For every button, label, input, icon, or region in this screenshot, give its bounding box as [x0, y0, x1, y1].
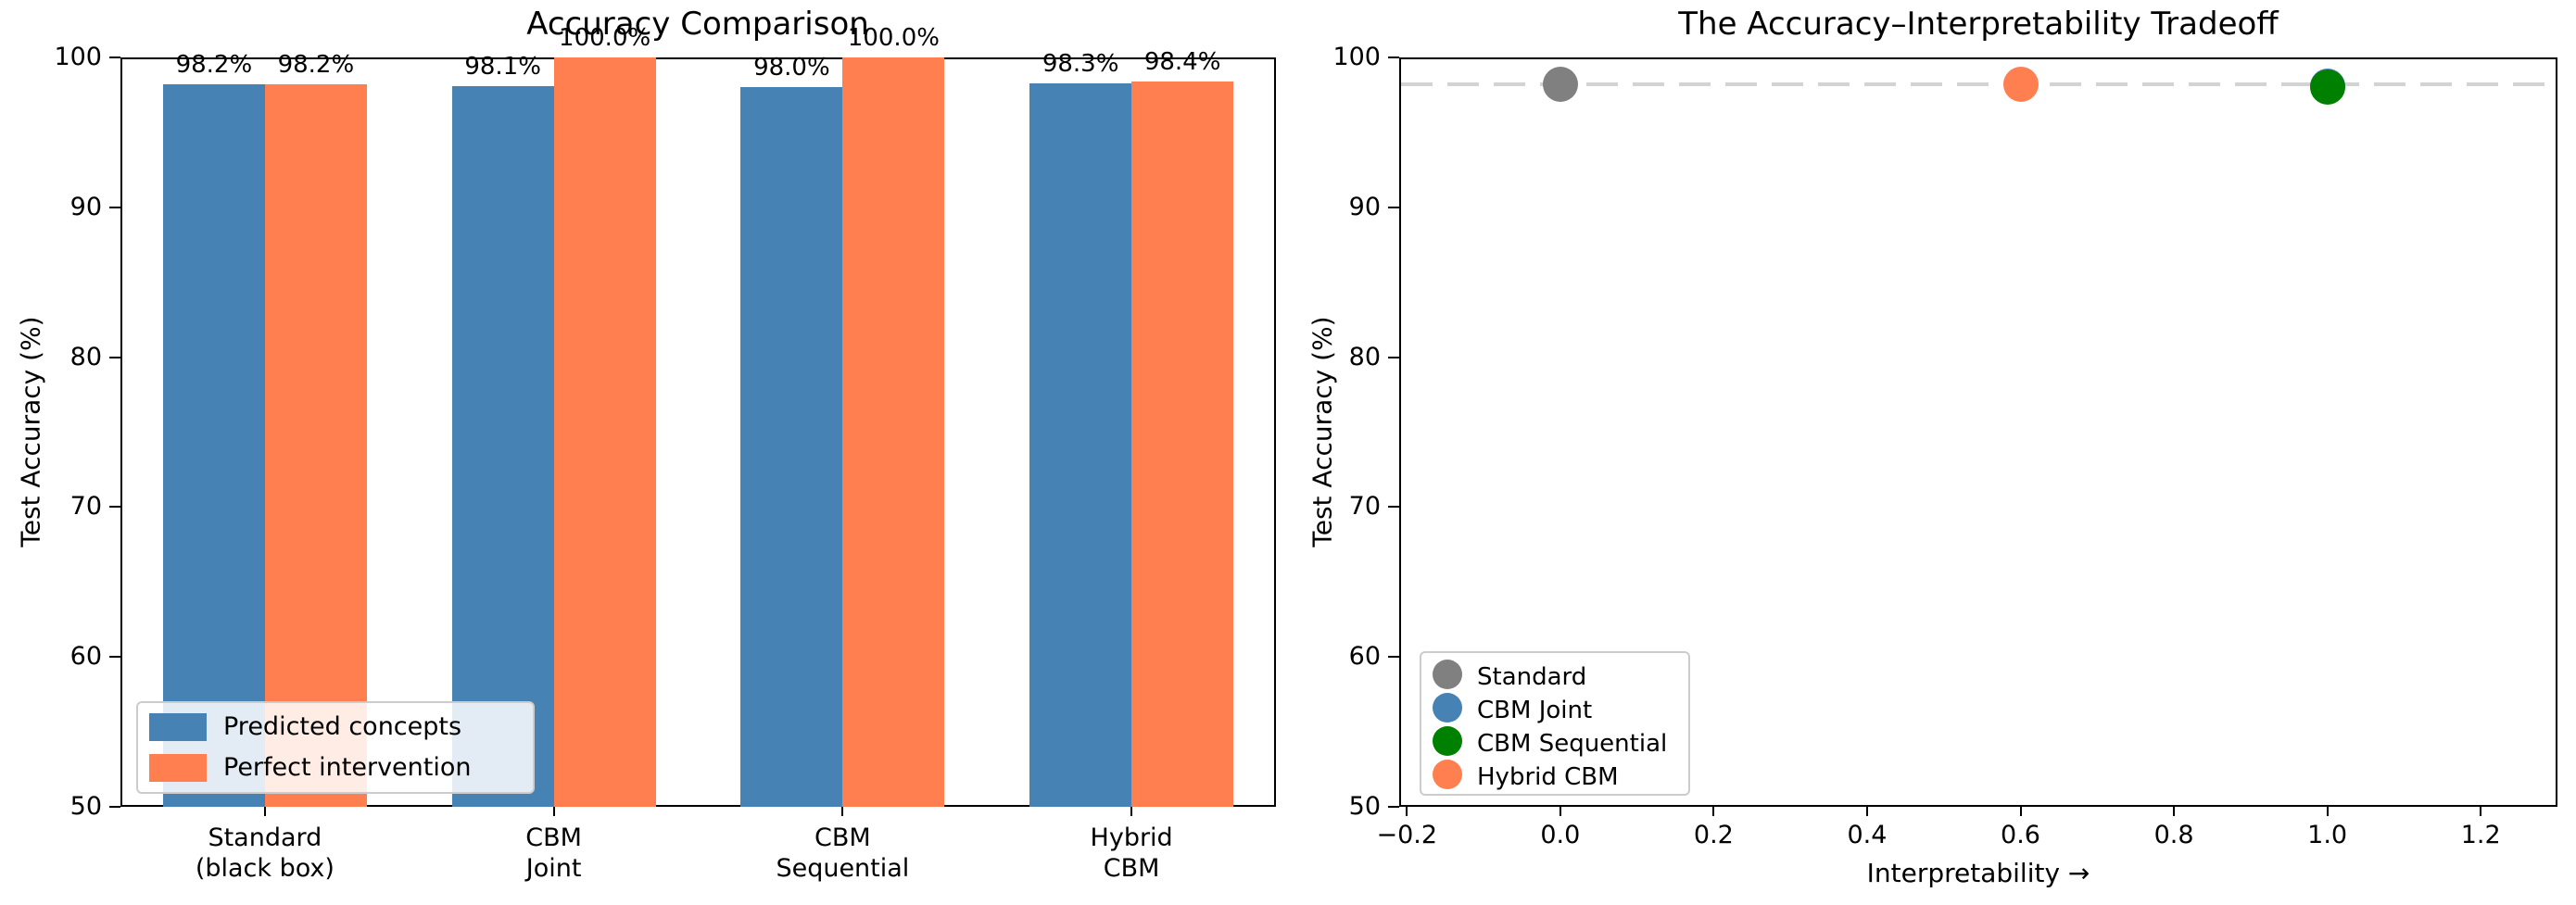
bar-value-label: 98.3%	[1042, 49, 1119, 78]
scatter-x-tick-mark	[1865, 807, 1868, 816]
scatter-x-tick-label: −0.2	[1376, 821, 1438, 849]
scatter-x-tick-label: 1.2	[2460, 821, 2501, 849]
reference-dashed-line	[1401, 82, 2556, 87]
bar-y-tick-mark	[109, 656, 120, 659]
scatter-y-tick-label: 90	[1348, 192, 1381, 221]
bar-y-tick-mark	[109, 206, 120, 208]
bar-y-tick-mark	[109, 356, 120, 358]
scatter-x-tick-label: 0.0	[1540, 821, 1581, 849]
bar-perfect-intervention	[553, 57, 656, 807]
scatter-y-tick-label: 50	[1348, 792, 1381, 821]
scatter-x-tick-mark	[1406, 807, 1408, 816]
bar-perfect-intervention	[264, 84, 367, 807]
bar-x-tick-mark	[1130, 807, 1133, 816]
scatter-y-tick-mark	[1388, 57, 1399, 58]
scatter-x-tick-mark	[2326, 807, 2329, 816]
scatter-legend-marker-standard	[1433, 660, 1462, 689]
scatter-y-tick-label: 80	[1348, 342, 1381, 371]
bar-y-tick-mark	[109, 806, 120, 808]
bar-y-tick-label: 70	[69, 492, 102, 522]
scatter-chart-xlabel: Interpretability →	[1866, 858, 2090, 888]
point-cbm-sequential	[2309, 69, 2345, 106]
bar-value-label: 100.0%	[847, 24, 940, 52]
bar-predicted-concepts	[740, 87, 843, 807]
bar-x-tick-label: CBM Sequential	[776, 823, 910, 883]
scatter-legend-marker-cbm-sequential	[1433, 726, 1462, 756]
scatter-x-tick-mark	[2173, 807, 2176, 816]
scatter-x-tick-mark	[1559, 807, 1561, 816]
scatter-y-tick-mark	[1388, 806, 1399, 808]
scatter-y-tick-label: 70	[1348, 492, 1381, 522]
bar-y-tick-label: 100	[54, 43, 102, 71]
bar-value-label: 98.2%	[175, 51, 253, 80]
scatter-x-tick-mark	[2019, 807, 2022, 816]
scatter-x-tick-label: 1.0	[2307, 821, 2348, 849]
scatter-y-tick-label: 60	[1348, 642, 1381, 672]
bar-x-tick-label: Standard (black box)	[195, 823, 335, 883]
bar-perfect-intervention	[842, 57, 945, 807]
scatter-y-tick-mark	[1388, 356, 1399, 358]
bar-axes-frame	[120, 57, 1276, 807]
scatter-legend-marker-hybrid-cbm	[1433, 760, 1462, 789]
bar-value-label: 98.1%	[464, 52, 541, 81]
bar-predicted-concepts	[162, 84, 265, 807]
point-standard	[1542, 67, 1578, 103]
bar-y-tick-mark	[109, 506, 120, 509]
bar-x-tick-label: CBM Joint	[525, 823, 582, 883]
scatter-legend-label: Hybrid CBM	[1477, 763, 1619, 791]
scatter-y-tick-mark	[1388, 506, 1399, 509]
scatter-x-tick-label: 0.2	[1693, 821, 1734, 849]
bar-y-tick-label: 80	[69, 342, 102, 371]
scatter-legend-label: Standard	[1477, 663, 1587, 691]
bar-y-tick-label: 50	[69, 792, 102, 821]
scatter-legend-label: CBM Joint	[1477, 697, 1593, 724]
bar-predicted-concepts	[1029, 82, 1132, 807]
bar-y-tick-label: 90	[69, 192, 102, 221]
bar-x-tick-mark	[263, 807, 266, 816]
bar-chart-title: Accuracy Comparison	[526, 6, 869, 43]
bar-x-tick-label: Hybrid CBM	[1090, 823, 1173, 883]
scatter-x-tick-mark	[1712, 807, 1715, 816]
scatter-x-tick-label: 0.4	[1847, 821, 1888, 849]
scatter-y-tick-mark	[1388, 206, 1399, 208]
scatter-x-tick-label: 0.6	[2001, 821, 2040, 849]
bar-value-label: 100.0%	[559, 24, 651, 52]
bar-perfect-intervention	[1131, 81, 1234, 807]
scatter-legend	[1420, 651, 1690, 796]
scatter-x-tick-label: 0.8	[2153, 821, 2194, 849]
scatter-legend-marker-cbm-joint	[1433, 693, 1462, 723]
bar-value-label: 98.2%	[277, 51, 355, 80]
bar-legend-swatch-predicted-concepts	[149, 713, 207, 741]
bar-y-tick-label: 60	[69, 642, 102, 672]
scatter-chart-title: The Accuracy–Interpretability Tradeoff	[1678, 6, 2279, 43]
scatter-axes-frame	[1399, 57, 2557, 807]
bar-legend-label: Predicted concepts	[223, 712, 462, 741]
scatter-legend-label: CBM Sequential	[1477, 730, 1668, 758]
bar-x-tick-mark	[841, 807, 844, 816]
point-hybrid-cbm	[2002, 67, 2039, 103]
bar-value-label: 98.0%	[753, 54, 830, 82]
scatter-x-tick-mark	[2480, 807, 2482, 816]
bar-x-tick-mark	[552, 807, 555, 816]
bar-legend-swatch-perfect-intervention	[149, 754, 207, 782]
bar-legend-label: Perfect intervention	[223, 753, 472, 782]
scatter-y-tick-label: 100	[1332, 43, 1381, 71]
scatter-y-tick-mark	[1388, 656, 1399, 659]
bar-value-label: 98.4%	[1143, 47, 1221, 76]
bar-y-tick-mark	[109, 57, 120, 58]
bar-predicted-concepts	[451, 85, 554, 807]
